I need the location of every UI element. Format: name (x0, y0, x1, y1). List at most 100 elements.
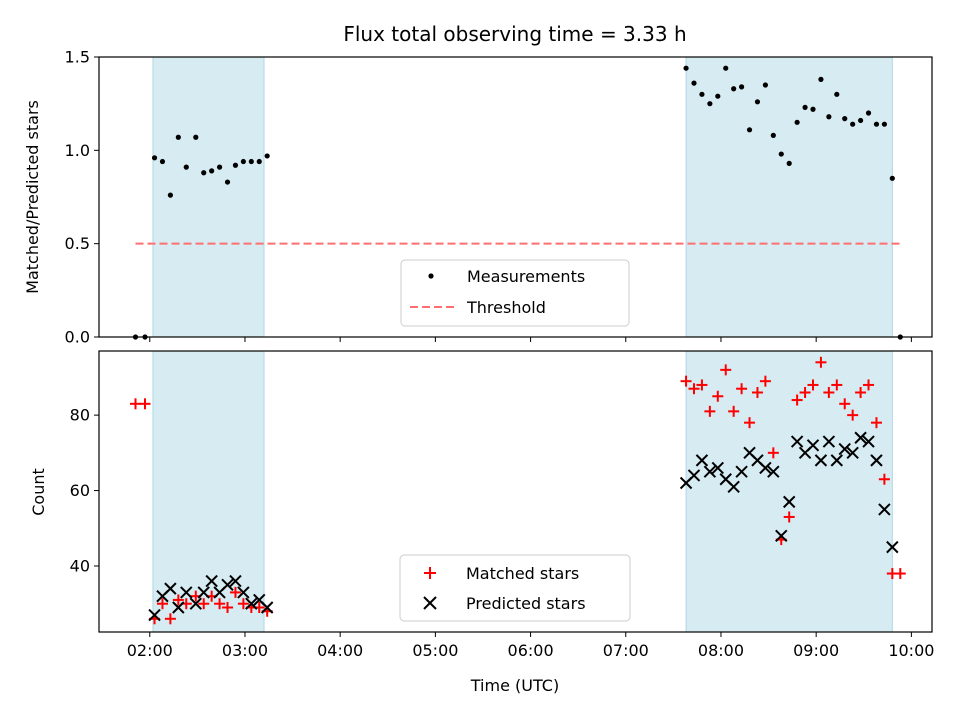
predicted-star-point (814, 454, 828, 467)
ratio-legend: Measurements Threshold (400, 259, 630, 327)
matched-star-point (751, 386, 763, 398)
matched-star-point (855, 386, 867, 398)
measurement-point (770, 132, 776, 138)
matched-star-point (129, 398, 141, 410)
ratio-shaded-interval-2 (685, 56, 893, 338)
matched-star-point (229, 586, 241, 598)
predicted-star-point (830, 454, 844, 467)
x-b (751, 454, 764, 467)
measurement-point (858, 117, 864, 124)
matched-star-point (222, 601, 234, 613)
matched-star-point (878, 473, 890, 485)
x-b (862, 435, 875, 448)
measurement-point (699, 91, 705, 97)
x-b (148, 608, 161, 622)
measurement-point (209, 168, 215, 174)
bottom-shaded-intervals (152, 350, 893, 633)
x-b (703, 465, 717, 478)
x-b (189, 597, 202, 610)
measurement-point (873, 121, 880, 127)
matched-star-point (704, 405, 716, 417)
measurement-point (201, 170, 207, 176)
matched-star-point (736, 383, 748, 395)
x-b (229, 574, 242, 588)
count-plot-area (129, 356, 906, 625)
count-y-ticks: 40 60 80 (70, 406, 99, 575)
predicted-star-point (878, 503, 891, 516)
matched-star-point (839, 398, 851, 410)
x-tick-label: 02:00 (127, 641, 173, 660)
x-b (782, 495, 796, 509)
matched-star-point (870, 417, 882, 429)
x-b (695, 454, 709, 467)
matched-star-point (759, 375, 771, 387)
matched-star-point (712, 390, 724, 402)
measurement-point (216, 164, 223, 170)
x-b (172, 601, 185, 614)
measurement-point (826, 114, 832, 120)
x-tick-label: 05:00 (412, 641, 458, 660)
count-y-axis-label: Count (29, 468, 48, 516)
legend-matched-label: Matched stars (466, 564, 579, 583)
x-b (822, 435, 836, 448)
x-b (878, 503, 891, 516)
predicted-star-point (703, 465, 717, 478)
measurement-point (802, 104, 808, 110)
matched-star-point (767, 447, 779, 459)
measurement-point (739, 84, 745, 90)
x-b (870, 454, 883, 467)
legend-threshold-label: Threshold (466, 298, 546, 317)
x-b (180, 586, 193, 599)
x-b (830, 454, 844, 467)
x-tick-label: 03:00 (222, 641, 268, 660)
x-b (846, 446, 859, 460)
matched-star-point (847, 409, 859, 421)
count-axes-frame (98, 350, 933, 633)
ratio-plot-area (132, 65, 903, 340)
ratio-legend-box (400, 259, 630, 327)
measurement-point (240, 158, 246, 165)
legend-predicted-marker (423, 596, 437, 610)
ratio-y-tick-label: 1.5 (65, 48, 90, 67)
measurement-point (183, 164, 189, 170)
measurement-point (794, 119, 800, 125)
predicted-star-point (838, 442, 851, 456)
x-b (735, 465, 748, 478)
measurement-point (778, 151, 784, 157)
matched-star-point (696, 379, 708, 391)
matched-star-point (156, 598, 168, 610)
measurement-point (232, 162, 239, 168)
matched-star-point (863, 379, 875, 391)
x-b (719, 473, 732, 486)
count-y-tick-label: 40 (70, 556, 90, 575)
predicted-star-point (189, 597, 202, 610)
matched-star-point (720, 364, 732, 376)
predicted-star-point (229, 574, 242, 588)
predicted-star-point (846, 446, 859, 460)
predicted-star-point (782, 495, 796, 509)
matched-star-point (680, 375, 692, 387)
matched-star-point (164, 613, 176, 625)
measurement-point (248, 158, 254, 165)
x-b (687, 469, 701, 482)
legend-measurements-marker (428, 273, 434, 279)
matched-star-point (831, 379, 843, 391)
ratio-y-tick-label: 1.0 (65, 141, 90, 160)
measurement-point (762, 82, 769, 88)
count-legend: Matched stars Predicted stars (399, 554, 631, 622)
measurement-point (151, 155, 158, 161)
matched-star-point (744, 417, 756, 429)
predicted-star-point (180, 586, 193, 599)
predicted-star-point (767, 465, 780, 478)
predicted-star-point (775, 529, 788, 543)
measurement-point (834, 91, 840, 97)
x-axis-label: Time (UTC) (470, 676, 559, 695)
ratio-x-ticks (149, 337, 912, 342)
predicted-star-point (727, 480, 740, 493)
x-b (197, 586, 210, 599)
matched-star-point (728, 405, 740, 417)
predicted-star-point (260, 601, 274, 614)
chart-title: Flux total observing time = 3.33 h (343, 22, 686, 46)
predicted-star-point (870, 454, 883, 467)
predicted-star-point (822, 435, 836, 448)
